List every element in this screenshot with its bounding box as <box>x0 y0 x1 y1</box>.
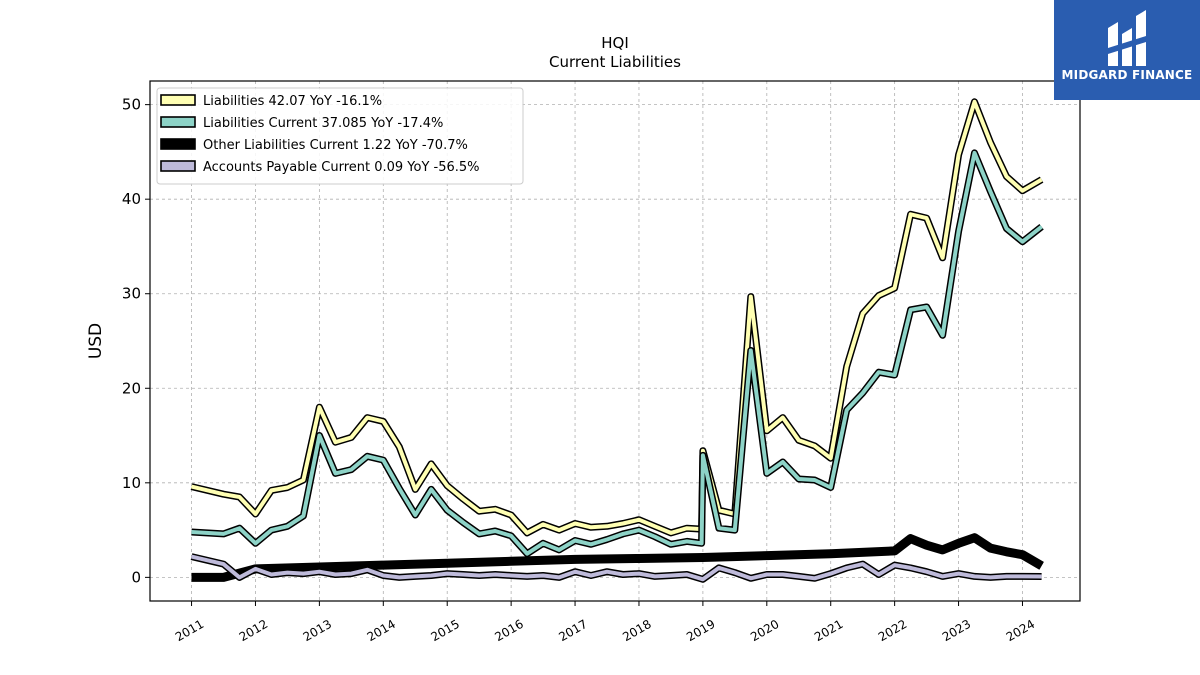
brand-mark-icon <box>1108 10 1146 66</box>
x-tick-label: 2024 <box>1004 617 1037 644</box>
x-tick-label: 2016 <box>492 617 525 644</box>
legend-swatch <box>160 94 196 106</box>
x-tick-label: 2014 <box>365 617 398 644</box>
y-tick-label: 30 <box>122 285 141 303</box>
series-line <box>191 150 1043 556</box>
legend-swatch <box>160 160 196 172</box>
plot-area <box>190 98 1044 583</box>
series-line <box>191 99 1043 535</box>
y-axis-label: USD <box>86 323 106 359</box>
y-tick-label: 0 <box>131 568 141 586</box>
x-tick-label: 2017 <box>556 617 589 644</box>
y-tick-label: 10 <box>122 474 141 492</box>
legend-label: Liabilities 42.07 YoY -16.1% <box>203 94 382 109</box>
legend-label: Accounts Payable Current 0.09 YoY -56.5% <box>203 160 480 175</box>
x-tick-label: 2015 <box>428 617 461 644</box>
x-tick-label: 2018 <box>620 617 653 644</box>
legend: Liabilities 42.07 YoY -16.1% Liabilities … <box>156 87 524 185</box>
x-tick-label: 2020 <box>748 617 781 644</box>
series-line <box>191 533 1044 582</box>
brand-logo: MIDGARD FINANCE <box>1054 0 1200 100</box>
legend-label: Liabilities Current 37.085 YoY -17.4% <box>203 116 443 131</box>
chart-title: HQI <box>601 34 629 52</box>
y-tick-label: 20 <box>122 379 141 397</box>
legend-swatch <box>160 116 196 128</box>
chart-subtitle: Current Liabilities <box>549 53 681 71</box>
brand-name: MIDGARD FINANCE <box>1061 68 1193 82</box>
x-tick-label: 2021 <box>812 617 845 644</box>
series-line <box>191 554 1042 582</box>
x-tick-label: 2012 <box>237 617 270 644</box>
legend-box <box>156 87 524 185</box>
legend-label: Other Liabilities Current 1.22 YoY -70.7… <box>203 138 468 153</box>
x-tick-label: 2013 <box>301 617 334 644</box>
x-tick-label: 2011 <box>173 617 206 644</box>
x-tick-label: 2023 <box>940 617 973 644</box>
x-tick-label: 2022 <box>876 617 909 644</box>
y-tick-label: 50 <box>122 96 141 114</box>
plot-frame <box>149 80 1081 602</box>
x-tick-label: 2019 <box>684 617 717 644</box>
y-tick-label: 40 <box>122 190 141 208</box>
legend-swatch <box>160 138 196 150</box>
